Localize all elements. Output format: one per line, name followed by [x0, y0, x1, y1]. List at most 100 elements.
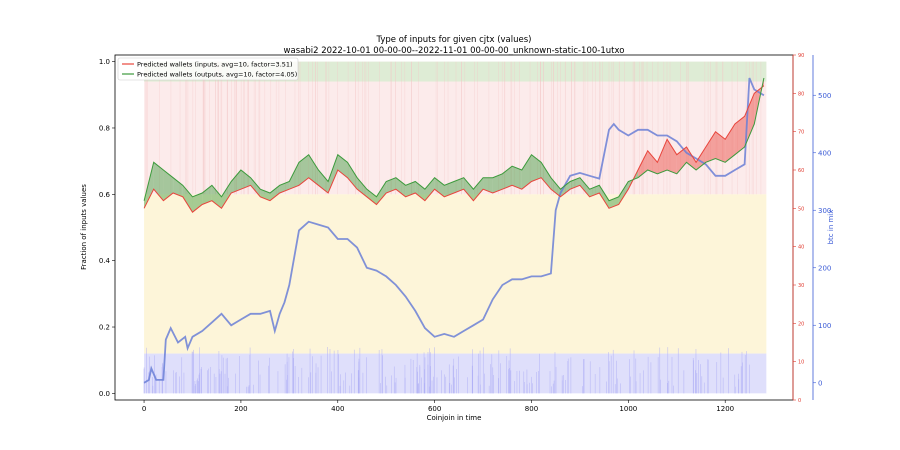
fill-between-segment [483, 177, 493, 193]
fill-between-segment [386, 177, 396, 193]
fill-between-segment [318, 170, 329, 193]
fill-between-segment [734, 116, 745, 155]
fill-between-segment [599, 185, 609, 209]
y-tick-label-red: 30 [798, 283, 804, 289]
y-tick-label-blue: 400 [818, 149, 831, 157]
y-tick-label-blue: 0 [818, 379, 822, 387]
fill-between-segment [725, 124, 735, 163]
fill-between-segment [182, 185, 193, 213]
legend-box [117, 57, 299, 81]
axes-layer: 0 200 400 600 800 1000 12000.00.20.40.60.81.00… [99, 53, 832, 413]
y-tick-label-red: 90 [798, 53, 804, 59]
y-tick-label-left: 0.8 [99, 124, 110, 132]
fill-between-segment [676, 147, 687, 174]
fill-between-segment [541, 162, 551, 190]
x-tick-label: 600 [428, 405, 441, 413]
fill-between-segment [550, 177, 561, 197]
fill-between-segment [415, 181, 425, 201]
series-outputs [143, 77, 765, 202]
band-green [144, 61, 767, 82]
band-yellow [144, 194, 767, 354]
y-tick-label-blue: 500 [818, 92, 831, 100]
fill-between-segment [173, 177, 183, 197]
x-tick-label: 1200 [716, 405, 734, 413]
fill-between-segment [240, 170, 251, 190]
y-tick-label-red: 60 [798, 168, 804, 174]
fill-between-segment [647, 150, 658, 174]
fill-between-segment [705, 131, 716, 163]
y-tick-label-blue: 300 [818, 207, 831, 215]
fill-between-segment [279, 181, 290, 193]
background-bands [143, 61, 767, 394]
fill-between-segment [192, 193, 203, 213]
fill-between-segment [715, 131, 726, 163]
fill-between-segment [618, 181, 629, 205]
fill-between-segment [531, 154, 542, 182]
fill-between-segment [395, 177, 406, 197]
fill-between-segment [454, 177, 464, 193]
y-tick-label-blue: 100 [818, 322, 831, 330]
legend-label-inputs: Predicted wallets (inputs, avg=10, facto… [137, 61, 293, 69]
fill-between-segment [667, 139, 677, 174]
fill-between-segment [579, 177, 590, 197]
fill-between-segment [269, 185, 280, 201]
y-tick-label-red: 0 [798, 398, 801, 404]
y-tick-label-red: 50 [798, 206, 804, 212]
x-tick-label: 400 [331, 405, 344, 413]
x-tick-label: 200 [234, 405, 247, 413]
fill-between-segment [405, 181, 416, 197]
y-tick-label-left: 0.6 [99, 191, 111, 199]
band-blue [144, 353, 767, 394]
y-tick-label-red: 10 [798, 360, 804, 366]
fill-between-segment [299, 154, 309, 186]
fill-between-segment [657, 139, 668, 174]
series-inputs [143, 85, 765, 213]
fill-between-segment [202, 185, 212, 205]
fill-between-segment [424, 177, 435, 201]
fill-between-segment [560, 181, 571, 197]
fill-between-segment [512, 166, 522, 190]
legend: Predicted wallets (inputs, avg=10, facto… [117, 57, 299, 81]
fill-between-segment [638, 150, 648, 178]
x-tick-label: 1000 [619, 405, 637, 413]
fill-between-segment [357, 177, 367, 197]
fill-between-segment [347, 162, 358, 190]
fill-between-segment [492, 173, 503, 193]
fill-between-segment [434, 177, 445, 197]
fill-between-segment [376, 181, 387, 205]
fill-between-segment [521, 154, 532, 190]
fill-between-segment [308, 154, 319, 186]
fill-between-segment [328, 154, 338, 193]
fill-between-segment [444, 181, 454, 197]
fill-between-segment [366, 189, 377, 205]
y-axis-label-right: btc in mix [827, 210, 835, 245]
y-tick-label-left: 1.0 [99, 58, 110, 66]
y-tick-label-red: 20 [798, 321, 804, 327]
chart-title: Type of inputs for given cjtx (values) [376, 35, 532, 45]
y-tick-label-red: 80 [798, 91, 804, 97]
series-btc-in-mix [143, 77, 765, 384]
fill-between-segment [250, 177, 261, 197]
fill-between-segment [463, 177, 474, 201]
fill-between-segment [289, 162, 300, 190]
y-tick-label-blue: 200 [818, 264, 831, 272]
x-axis-label: Coinjoin in time [427, 414, 482, 422]
y-tick-label-red: 70 [798, 130, 804, 136]
y-tick-label-red: 40 [798, 245, 804, 251]
noise-stripes [143, 61, 762, 394]
x-tick-label: 800 [525, 405, 538, 413]
chart-subtitle: wasabi2 2022-10-01 00-00-00--2022-11-01 … [284, 46, 625, 56]
x-tick-label: 0 [142, 405, 146, 413]
fill-between-segment [473, 177, 484, 201]
series-layer [143, 77, 765, 384]
fill-between-segment [163, 170, 174, 201]
y-tick-label-left: 0.2 [99, 324, 110, 332]
y-axis-label-left: Fraction of inputs values [80, 184, 88, 270]
fill-between-segment [221, 181, 232, 209]
fill-between-segment [153, 162, 164, 201]
fill-between-segment [231, 170, 241, 193]
legend-label-outputs: Predicted wallets (outputs, avg=10, fact… [137, 71, 297, 79]
y-tick-label-left: 0.0 [99, 390, 110, 398]
y-tick-label-left: 0.4 [99, 257, 111, 265]
